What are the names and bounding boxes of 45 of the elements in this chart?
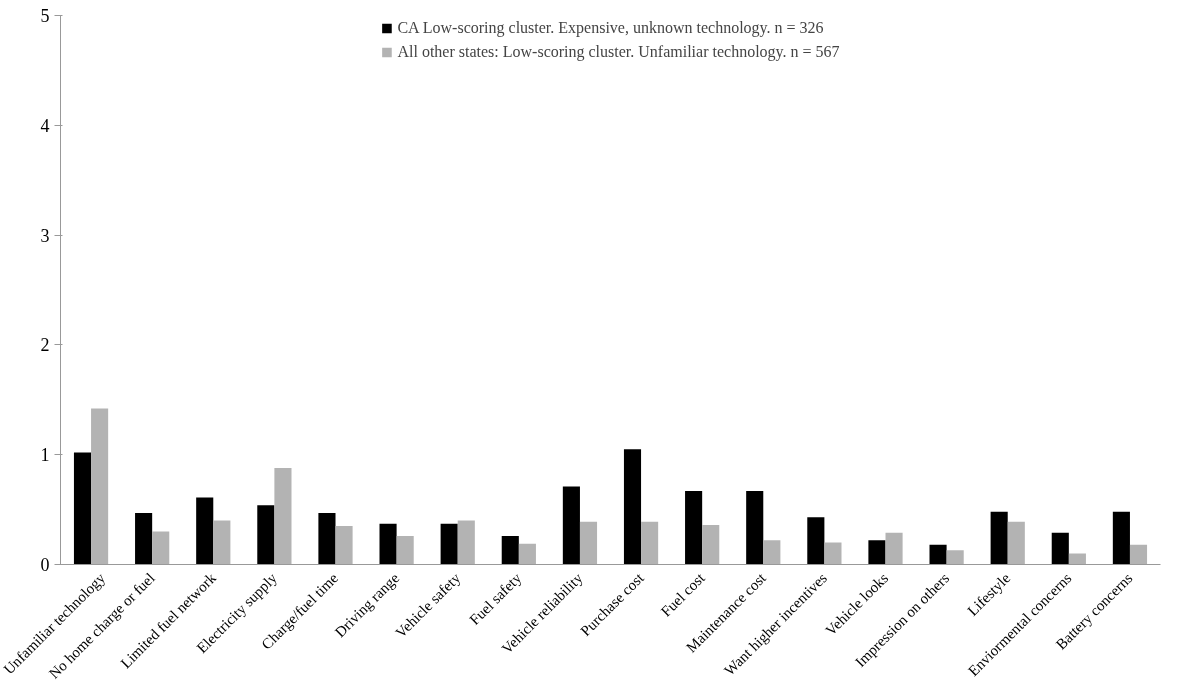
- legend-label: CA Low-scoring cluster. Expensive, unknown technology. n = 326: [397, 19, 824, 37]
- bar: [152, 531, 170, 565]
- y-tick-label: 0: [40, 555, 50, 575]
- bar: [702, 524, 720, 565]
- bar: [929, 544, 947, 565]
- x-tick-label: Fuel cost: [657, 569, 709, 620]
- bar: [1112, 511, 1130, 565]
- bar: [579, 521, 598, 565]
- y-tick-label: 5: [40, 6, 50, 26]
- bar: [379, 523, 397, 565]
- bar: [824, 542, 842, 565]
- y-tick-label: 1: [40, 445, 50, 466]
- bar: [990, 511, 1008, 565]
- bar: [763, 540, 781, 565]
- bar: [501, 535, 519, 565]
- bar: [885, 532, 903, 565]
- bar: [518, 543, 536, 565]
- bar: [1007, 521, 1025, 565]
- bar: [1129, 544, 1148, 565]
- y-tick-label: 2: [40, 335, 50, 356]
- bar: [274, 467, 292, 565]
- bar: [807, 517, 825, 565]
- legend-label: All other states: Low-scoring cluster. Unfamiliar technology. n = 567: [397, 43, 840, 61]
- y-tick-label: 3: [40, 225, 50, 246]
- bar: [440, 523, 458, 565]
- bar: [257, 505, 275, 565]
- bar: [746, 490, 764, 565]
- bar: [685, 490, 703, 565]
- bar: [1068, 553, 1086, 565]
- bar: [1051, 532, 1069, 565]
- bar: [562, 486, 580, 565]
- bar: [641, 521, 659, 565]
- bar: [457, 520, 475, 565]
- y-tick-label: 4: [40, 115, 50, 136]
- bar: [396, 535, 414, 565]
- bar: [196, 497, 214, 565]
- bar: [73, 452, 92, 565]
- bar: [318, 512, 336, 565]
- bar: [213, 520, 231, 565]
- bar: [135, 512, 153, 565]
- bar: [623, 449, 642, 565]
- bar: [91, 408, 109, 565]
- bar: [946, 550, 964, 565]
- bar: [335, 526, 353, 565]
- bar: [868, 540, 886, 565]
